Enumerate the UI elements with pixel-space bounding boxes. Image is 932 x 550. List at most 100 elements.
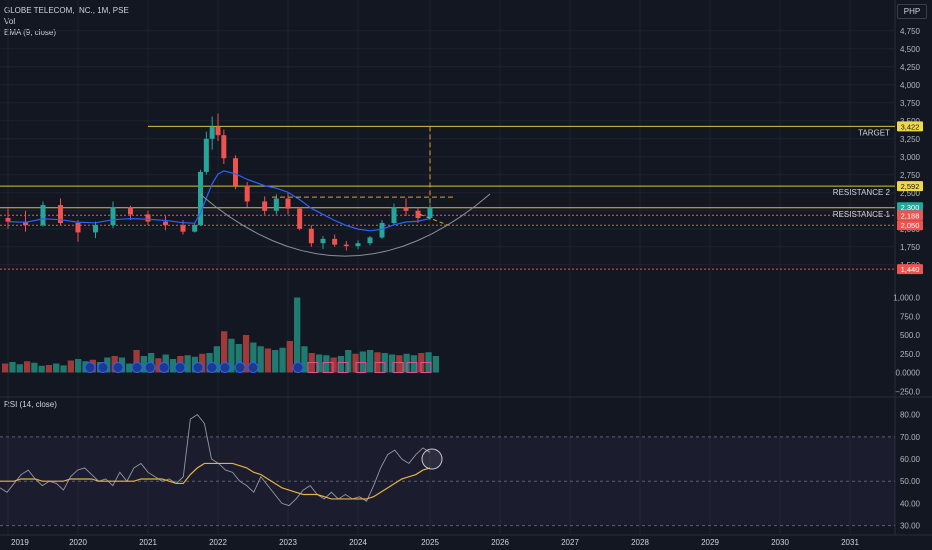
volume-bar	[45, 365, 53, 373]
candle-body	[215, 126, 221, 136]
dividend-marker	[219, 362, 231, 373]
volume-bar	[23, 361, 31, 373]
volume-label[interactable]: Vol	[4, 17, 16, 26]
price-tick-label: 1,750	[900, 243, 921, 252]
earnings-marker	[337, 362, 349, 373]
volume-bar	[345, 350, 352, 373]
dividend-marker	[206, 362, 218, 373]
dividend-marker	[247, 362, 259, 373]
candle-body	[203, 138, 209, 172]
volume-bar	[169, 359, 177, 373]
volume-bar	[228, 338, 235, 373]
grid-lines	[0, 0, 895, 535]
volume-bar	[337, 356, 345, 373]
rsi-tick-label: 70.00	[900, 433, 921, 442]
volume-bar	[75, 359, 82, 373]
volume-tick-label: −250.0	[895, 387, 920, 396]
volume-bar	[294, 297, 301, 373]
dividend-marker	[112, 362, 124, 373]
candle-body	[40, 205, 46, 226]
volume-bar	[257, 346, 264, 373]
candle-body	[355, 243, 361, 247]
price-axis-badge-text: 2,300	[901, 203, 920, 212]
dividend-marker	[192, 362, 204, 373]
earnings-marker	[406, 362, 418, 373]
volume-bar	[396, 355, 403, 373]
candle-body	[427, 207, 433, 218]
volume-bar	[242, 335, 250, 373]
rsi-label[interactable]: RSI (14, close)	[4, 400, 57, 409]
candle-body	[110, 207, 116, 226]
candle-body	[391, 207, 397, 224]
earnings-marker	[420, 362, 432, 373]
rsi-tick-label: 30.00	[900, 522, 921, 531]
volume-bar	[279, 347, 286, 373]
volume-tick-label: 500.0	[900, 331, 921, 340]
candles	[5, 113, 433, 251]
volume-bar	[323, 355, 330, 373]
dividend-marker	[131, 362, 143, 373]
candle-body	[403, 207, 409, 211]
price-tick-label: 3,000	[900, 153, 921, 162]
candle-body	[209, 126, 215, 139]
earnings-marker	[374, 362, 386, 373]
earnings-marker	[392, 362, 404, 373]
volume-bar	[272, 350, 279, 373]
price-axis-badge	[897, 210, 923, 221]
candle-body	[367, 237, 373, 244]
price-tick-label: 3,750	[900, 99, 921, 108]
price-tick-label: 2,750	[900, 171, 921, 180]
volume-bar	[330, 357, 337, 373]
price-tick-label: 4,500	[900, 45, 921, 54]
volume-bar	[38, 365, 45, 373]
dividend-marker	[292, 362, 304, 373]
ema-label[interactable]: EMA (9, close)	[4, 28, 57, 37]
volume-bar	[126, 363, 133, 373]
price-axis-badge-text: 2,050	[901, 221, 920, 230]
candle-body	[262, 201, 268, 211]
candle-body	[285, 198, 291, 209]
volume-tick-label: 1,000.0	[893, 294, 920, 303]
rsi-highlight-circle	[421, 448, 443, 470]
year-tick-label: 2023	[279, 538, 297, 547]
year-tick-label: 2030	[771, 538, 789, 547]
candle-body	[128, 207, 133, 215]
volume-bar	[432, 356, 439, 373]
volume-bar	[221, 331, 228, 373]
candle-body	[75, 223, 81, 233]
candle-body	[308, 228, 314, 244]
price-tick-label: 4,750	[900, 27, 921, 36]
volume-bar	[315, 354, 323, 373]
candle-body	[379, 223, 385, 238]
year-tick-label: 2025	[421, 538, 439, 547]
volume-bar	[388, 354, 396, 373]
currency-button[interactable]: PHP	[897, 4, 927, 19]
volume-bar	[184, 355, 191, 373]
dividend-marker	[158, 362, 170, 373]
level-label: RESISTANCE 1	[833, 210, 891, 219]
volume-tick-label: 750.0	[900, 312, 921, 321]
symbol-title[interactable]: GLOBE TELECOM, INC., 1M, PSE	[4, 6, 129, 15]
candle-body	[93, 225, 98, 233]
candle-body	[221, 135, 227, 159]
price-axis-badge-text: 2,592	[901, 182, 920, 191]
volume-bars	[2, 297, 439, 373]
level-label: TARGET	[858, 128, 890, 137]
price-axis-badge-text: 2,188	[901, 211, 920, 220]
dividend-marker	[84, 362, 96, 373]
cup-curve	[199, 193, 491, 257]
year-tick-label: 2022	[209, 538, 227, 547]
candle-body	[332, 238, 338, 245]
price-axis-badge-text: 3,422	[901, 122, 920, 131]
year-tick-label: 2028	[631, 538, 649, 547]
volume-bar	[2, 363, 9, 373]
candle-body	[297, 208, 303, 229]
candle-body	[273, 198, 279, 211]
ema-line	[7, 170, 431, 232]
volume-bar	[140, 356, 147, 373]
candle-body	[192, 225, 198, 232]
rsi-tick-label: 80.00	[900, 411, 921, 420]
dividend-marker	[174, 362, 186, 373]
year-tick-label: 2029	[701, 538, 719, 547]
